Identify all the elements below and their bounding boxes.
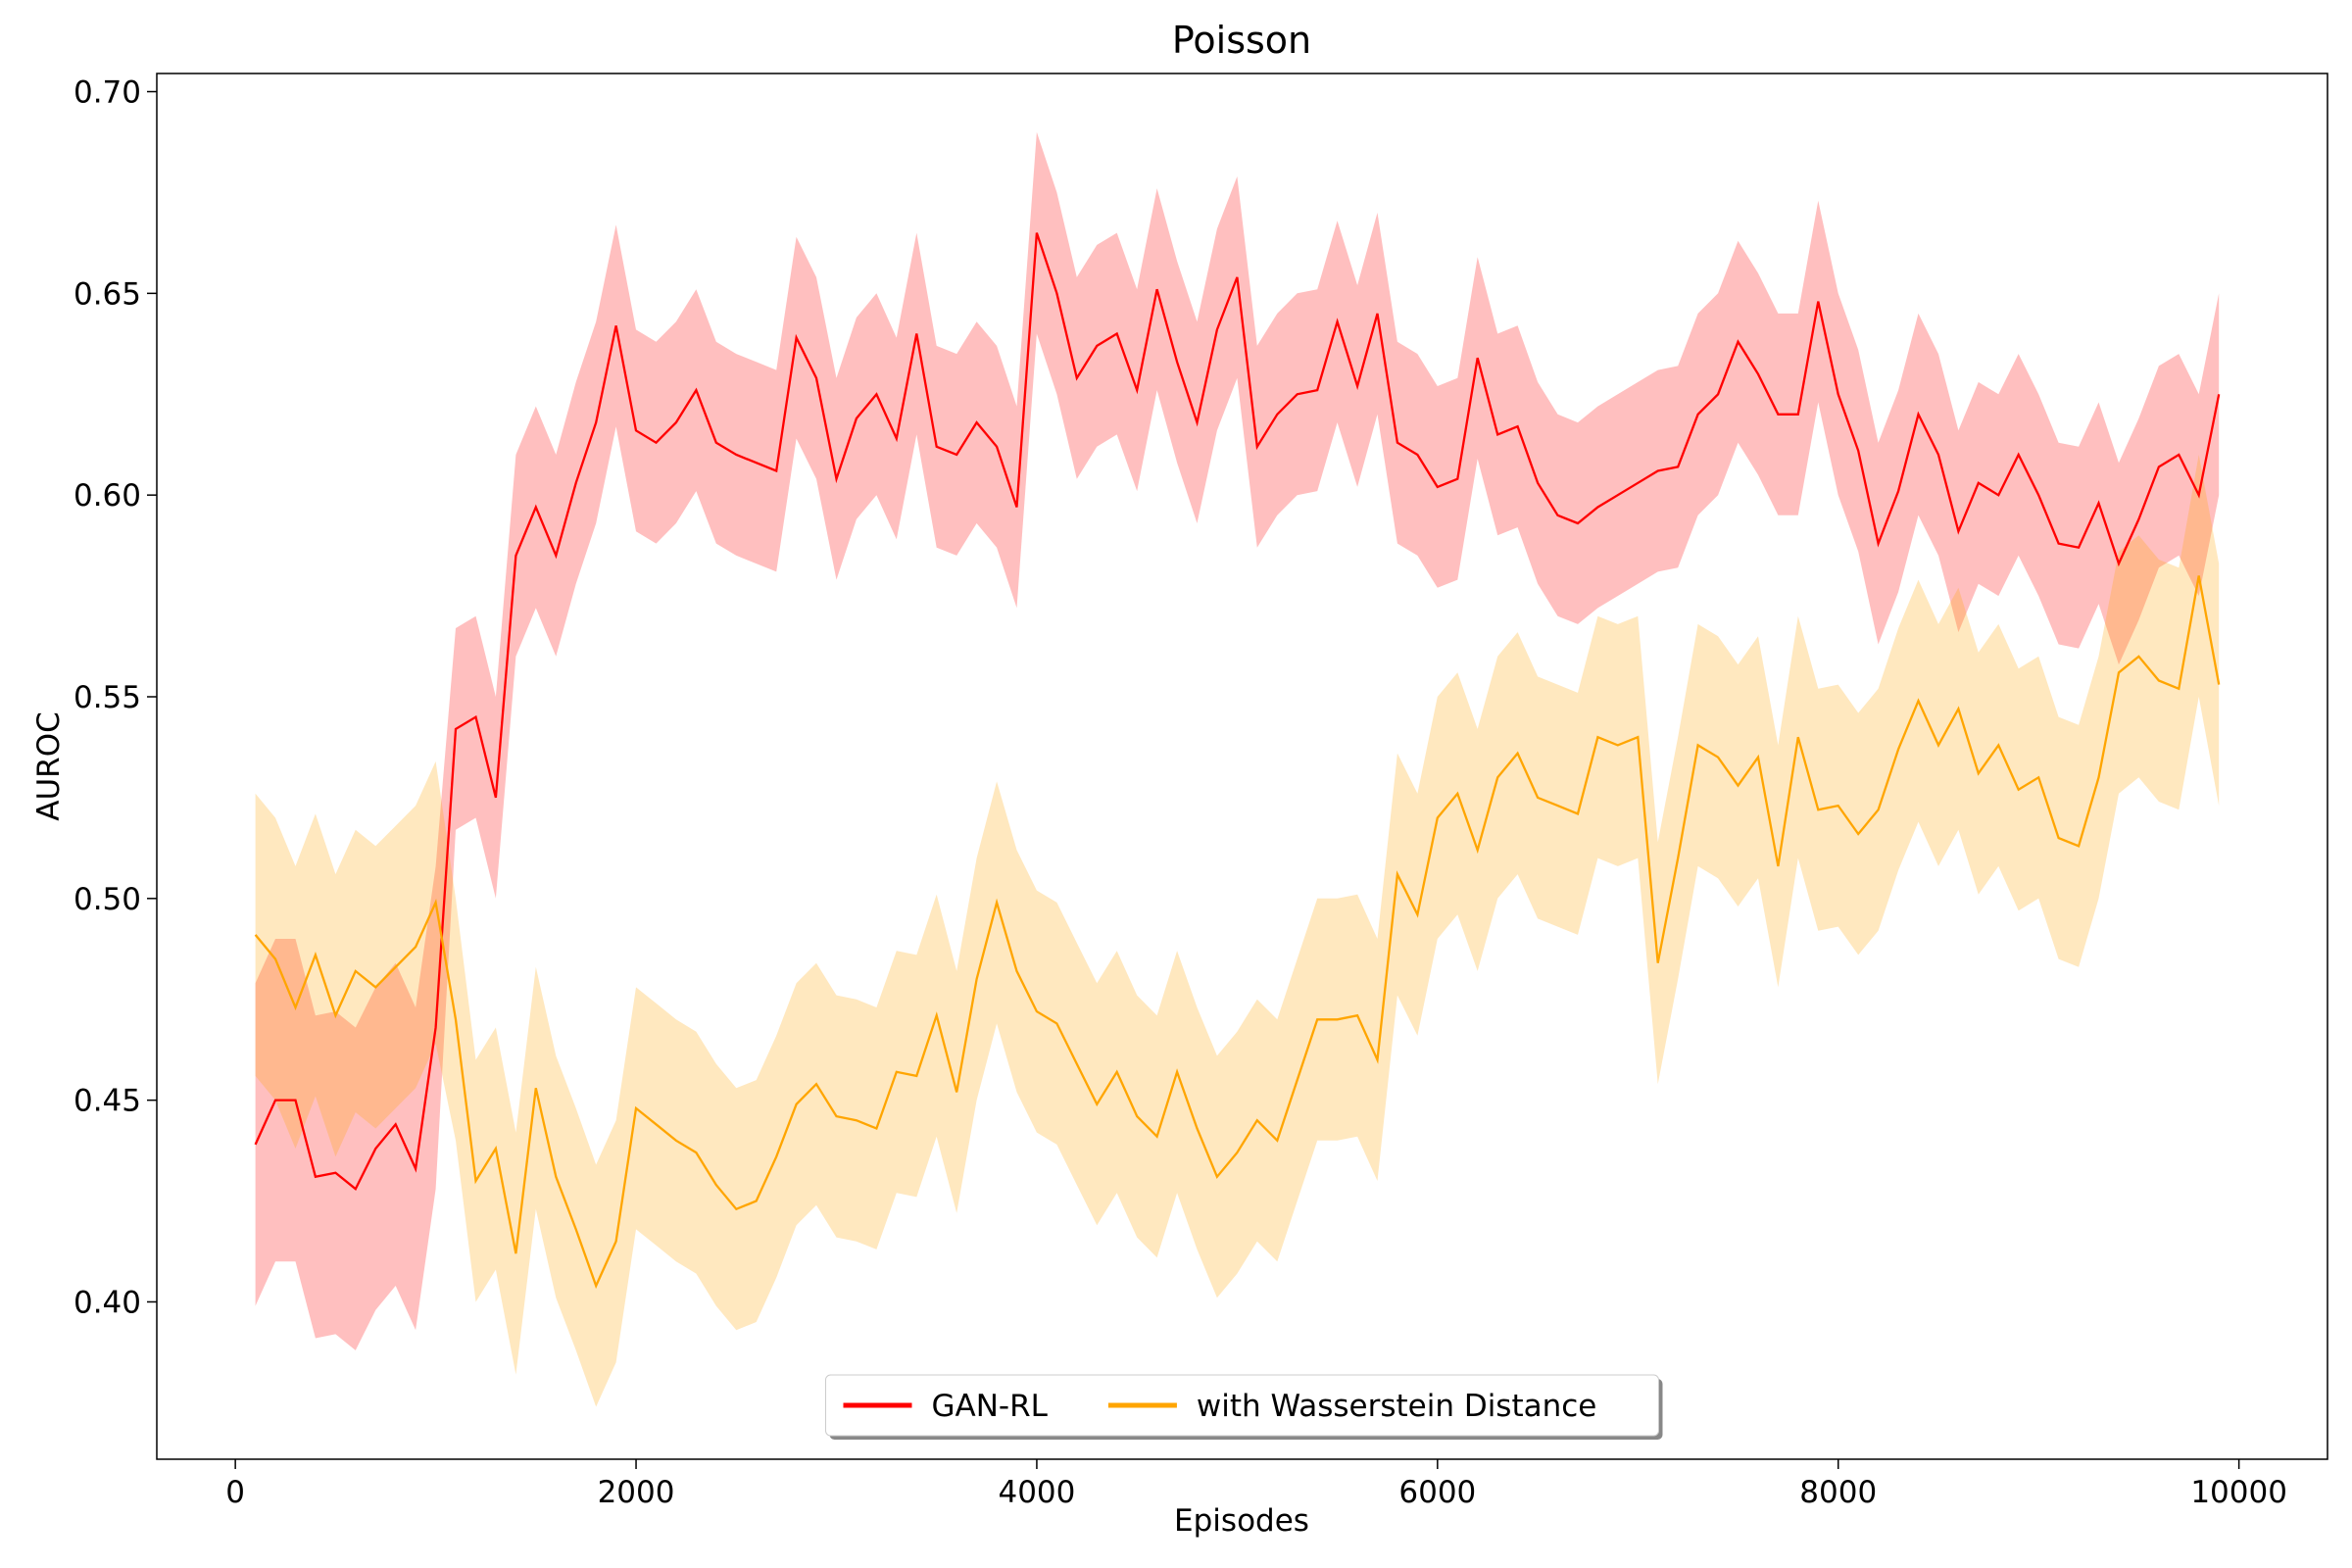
x-tick-label: 6000 — [1398, 1475, 1476, 1510]
y-tick-label: 0.60 — [74, 478, 141, 514]
line — [254, 575, 2221, 1290]
line — [254, 232, 2221, 1191]
y-tick-label: 0.65 — [74, 276, 141, 312]
legend-label: with Wasserstein Distance — [1197, 1389, 1596, 1424]
chart-title: Poisson — [1172, 19, 1311, 62]
y-axis-label: AUROC — [31, 711, 67, 820]
legend: GAN-RL with Wasserstein Distance — [825, 1374, 1663, 1440]
legend-box — [825, 1374, 1659, 1437]
x-tick-label: 2000 — [598, 1475, 675, 1510]
y-tick-label: 0.70 — [74, 75, 141, 111]
x-axis-label: Episodes — [1174, 1503, 1309, 1539]
y-tick-label: 0.55 — [74, 680, 141, 715]
y-tick-label: 0.45 — [74, 1084, 141, 1119]
plot-frame — [156, 73, 2328, 1460]
x-tick-label: 8000 — [1799, 1475, 1877, 1510]
error-band — [255, 455, 2220, 1407]
x-tick-label: 10000 — [2190, 1475, 2287, 1510]
y-tick-label: 0.40 — [74, 1285, 141, 1320]
legend-label: GAN-RL — [932, 1389, 1049, 1424]
y-tick-label: 0.50 — [74, 882, 141, 917]
x-tick-label: 0 — [225, 1475, 245, 1510]
x-tick-label: 4000 — [998, 1475, 1075, 1510]
error-band — [255, 131, 2220, 1350]
